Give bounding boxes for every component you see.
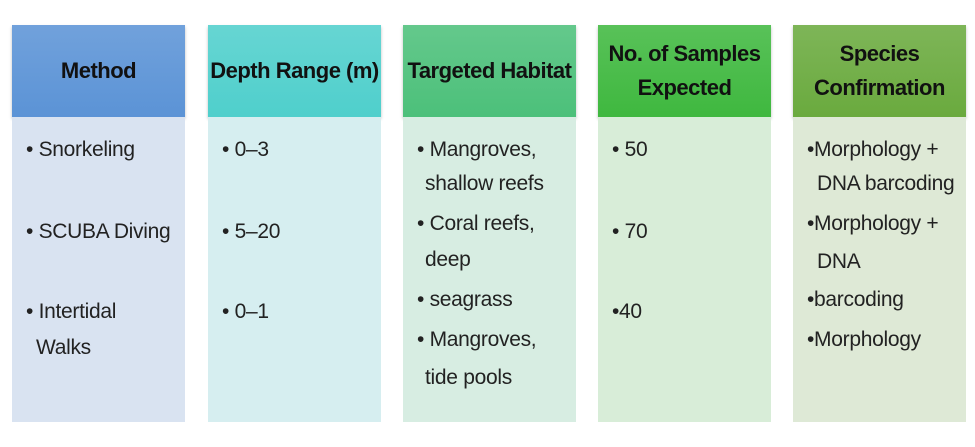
list-item: •barcoding (807, 288, 904, 311)
list-item: • 0–1 (222, 300, 269, 323)
column-body: • Snorkeling • SCUBA Diving • Intertidal Wa… (12, 117, 185, 422)
list-item: shallow reefs (425, 172, 544, 195)
column-header: Method (12, 25, 185, 117)
list-item: •Morphology (807, 328, 921, 351)
list-item: • 50 (612, 138, 648, 161)
list-item: • 70 (612, 220, 648, 243)
list-item: • Mangroves, (417, 328, 537, 351)
column-body: • 50 • 70 •40 (598, 117, 771, 422)
list-item: deep (425, 248, 471, 271)
list-item: DNA (817, 250, 861, 273)
column-no-of-samples-expected: No. of Samples Expected • 50 • 70 •40 (598, 25, 771, 422)
column-header: Species Confirmation (793, 25, 966, 117)
list-item: • 0–3 (222, 138, 269, 161)
list-item: • Coral reefs, (417, 212, 535, 235)
column-body: • 0–3 • 5–20 • 0–1 (208, 117, 381, 422)
column-header: Depth Range (m) (208, 25, 381, 117)
list-item: • Intertidal (26, 300, 117, 323)
list-item: • SCUBA Diving (26, 220, 171, 243)
list-item: •40 (612, 300, 642, 323)
column-body: •Morphology + DNA barcoding •Morphology + D… (793, 117, 966, 422)
list-item: •Morphology + (807, 138, 939, 161)
column-body: • Mangroves, shallow reefs • Coral reefs, d… (403, 117, 576, 422)
column-header: Targeted Habitat (403, 25, 576, 117)
list-item: • seagrass (417, 288, 513, 311)
list-item: Walks (36, 336, 91, 359)
column-header: No. of Samples Expected (598, 25, 771, 117)
list-item: • Mangroves, (417, 138, 537, 161)
column-method: Method • Snorkeling • SCUBA Diving • Intert… (12, 25, 185, 422)
column-targeted-habitat: Targeted Habitat • Mangroves, shallow reef… (403, 25, 576, 422)
list-item: •Morphology + (807, 212, 939, 235)
list-item: • Snorkeling (26, 138, 135, 161)
list-item: tide pools (425, 366, 512, 389)
list-item: DNA barcoding (817, 172, 955, 195)
list-item: • 5–20 (222, 220, 281, 243)
column-depth-range-m: Depth Range (m) • 0–3 • 5–20 • 0–1 (208, 25, 381, 422)
column-species-confirmation: Species Confirmation •Morphology + DNA bar… (793, 25, 966, 422)
